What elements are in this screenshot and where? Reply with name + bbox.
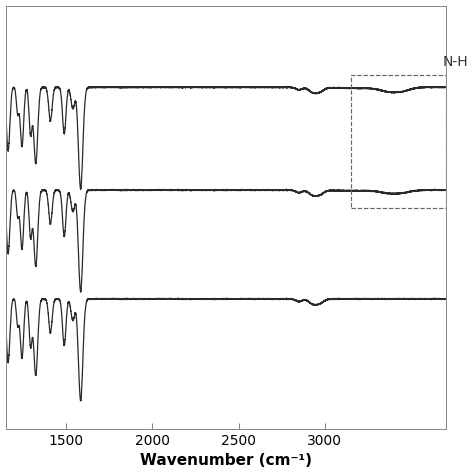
X-axis label: Wavenumber (cm⁻¹): Wavenumber (cm⁻¹) <box>140 454 311 468</box>
Text: N-H: N-H <box>442 55 468 69</box>
